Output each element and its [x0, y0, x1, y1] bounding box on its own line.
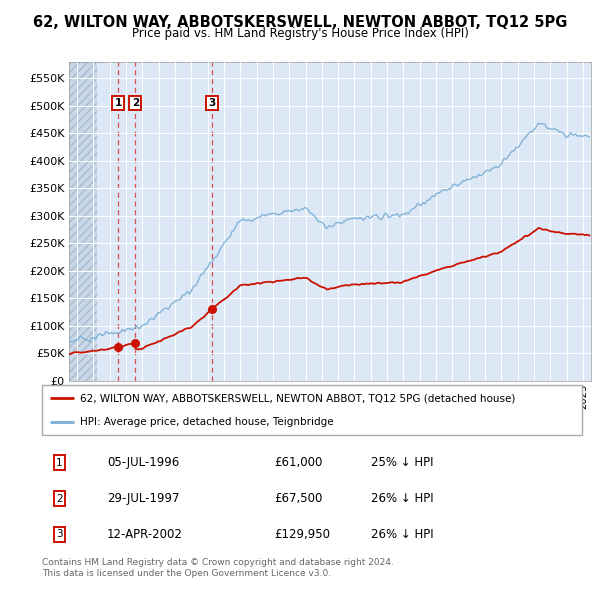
Text: 1: 1 — [115, 98, 122, 108]
Text: 26% ↓ HPI: 26% ↓ HPI — [371, 528, 434, 541]
Text: 62, WILTON WAY, ABBOTSKERSWELL, NEWTON ABBOT, TQ12 5PG (detached house): 62, WILTON WAY, ABBOTSKERSWELL, NEWTON A… — [80, 394, 515, 404]
Text: HPI: Average price, detached house, Teignbridge: HPI: Average price, detached house, Teig… — [80, 417, 334, 427]
Text: 29-JUL-1997: 29-JUL-1997 — [107, 492, 179, 505]
Text: £129,950: £129,950 — [274, 528, 330, 541]
Text: Price paid vs. HM Land Registry's House Price Index (HPI): Price paid vs. HM Land Registry's House … — [131, 27, 469, 40]
Text: 62, WILTON WAY, ABBOTSKERSWELL, NEWTON ABBOT, TQ12 5PG: 62, WILTON WAY, ABBOTSKERSWELL, NEWTON A… — [33, 15, 567, 30]
Text: £61,000: £61,000 — [274, 456, 323, 469]
Text: 2: 2 — [56, 494, 62, 503]
FancyBboxPatch shape — [42, 385, 582, 435]
Text: £67,500: £67,500 — [274, 492, 323, 505]
Text: 12-APR-2002: 12-APR-2002 — [107, 528, 182, 541]
Text: 25% ↓ HPI: 25% ↓ HPI — [371, 456, 434, 469]
Text: 1: 1 — [56, 458, 62, 468]
Text: 05-JUL-1996: 05-JUL-1996 — [107, 456, 179, 469]
Text: 2: 2 — [132, 98, 139, 108]
Text: 3: 3 — [209, 98, 216, 108]
Text: 26% ↓ HPI: 26% ↓ HPI — [371, 492, 434, 505]
Text: Contains HM Land Registry data © Crown copyright and database right 2024.
This d: Contains HM Land Registry data © Crown c… — [42, 558, 394, 578]
Text: 3: 3 — [56, 529, 62, 539]
